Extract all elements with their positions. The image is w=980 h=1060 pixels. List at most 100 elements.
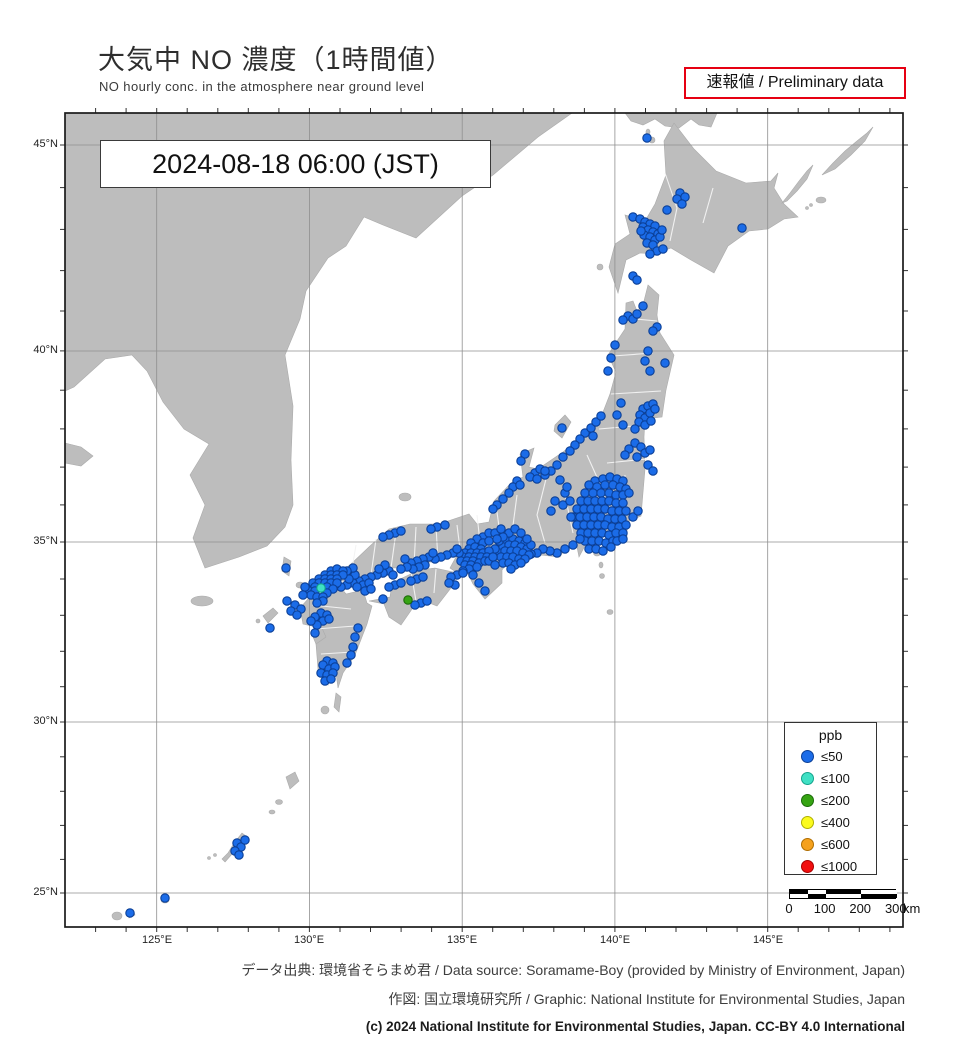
japan-map [60,108,908,932]
station-dot-blue [292,610,302,620]
lat-label: 25°N [33,886,58,898]
lat-label: 30°N [33,715,58,727]
station-dot-blue [516,456,526,466]
station-dot-blue [588,488,598,498]
station-dot-blue [737,223,747,233]
station-dot-teal [316,583,326,593]
station-dot-blue [496,524,506,534]
station-dot-blue [506,564,516,574]
station-dot-blue [400,554,410,564]
station-dot-blue [555,475,565,485]
station-dot-blue [396,578,406,588]
legend-color-dot [801,837,814,851]
footer: データ出典: 環境省そらまめ君 / Data source: Soramame-… [0,960,905,1034]
lat-label: 45°N [33,138,58,150]
station-dot-blue [125,908,135,918]
station-dots [125,133,747,918]
station-dot-blue [558,500,568,510]
scale-bar-labels: 0 100 200 300 km [785,901,920,917]
station-dot-blue [374,564,384,574]
lon-label: 145°E [752,934,784,946]
station-dot-blue [566,512,576,522]
station-dot-blue [310,628,320,638]
station-dot-blue [488,504,498,514]
map-border [64,112,904,928]
station-dot-blue [660,358,670,368]
station-dot-blue [632,452,642,462]
station-dot-blue [645,366,655,376]
station-dot-blue [610,340,620,350]
station-dot-blue [600,480,610,490]
station-dot-blue [632,275,642,285]
timestamp-box: 2024-08-18 06:00 (JST) [100,140,491,188]
station-dot-blue [324,614,334,624]
station-dot-blue [234,850,244,860]
station-dot-blue [452,544,462,554]
station-dot-blue [575,434,585,444]
station-dot-blue [440,520,450,530]
station-dot-blue [298,590,308,600]
station-dot-blue [643,346,653,356]
station-dot-blue [648,326,658,336]
station-dot-blue [265,623,275,633]
station-dot-blue [484,536,494,546]
legend-title: ppb [818,727,843,743]
station-dot-blue [546,506,556,516]
station-dot-blue [384,582,394,592]
station-dot-blue [612,410,622,420]
station-dot-blue [552,460,562,470]
station-dot-blue [306,616,316,626]
station-dot-blue [636,226,646,236]
station-dot-blue [633,506,643,516]
station-dot-blue [422,596,432,606]
scale-bar-unit: km [903,901,921,916]
station-dot-blue [348,642,358,652]
station-dot-blue [160,893,170,903]
station-dot-blue [406,576,416,586]
scale-bar-graphic [789,889,897,899]
station-dot-blue [532,474,542,484]
legend-item: ≤600 [785,833,876,855]
legend: ppb ≤50 ≤100 ≤200 ≤400 ≤600 ≤1000 [784,722,877,875]
legend-item: ≤200 [785,789,876,811]
station-dot-blue [640,356,650,366]
station-dot-blue [624,488,634,498]
station-dot-blue [570,440,580,450]
station-dot-blue [378,594,388,604]
legend-item: ≤1000 [785,855,876,877]
scale-bar-segment [825,894,862,898]
station-dot-blue [350,632,360,642]
station-dot-blue [366,584,376,594]
station-dot-blue [662,205,672,215]
legend-item-label: ≤100 [821,770,850,786]
station-dot-blue [650,404,660,414]
station-dot-blue [643,460,653,470]
station-dot-blue [282,596,292,606]
station-dot-blue [630,424,640,434]
station-dot-blue [598,546,608,556]
preliminary-data-badge: 速報値 / Preliminary data [684,67,906,99]
station-dot-blue [606,542,616,552]
station-dot-blue [560,544,570,554]
station-dot-blue [603,366,613,376]
station-dot-blue [620,450,630,460]
station-dot-blue [352,582,362,592]
station-dot-blue [558,452,568,462]
station-dot-blue [396,564,406,574]
station-dot-blue [418,572,428,582]
station-dot-blue [474,578,484,588]
station-dot-blue [522,534,532,544]
lat-label: 35°N [33,535,58,547]
legend-item-label: ≤50 [821,748,843,764]
station-dot-blue [606,353,616,363]
scale-bar-tick-label: 300 [884,901,907,916]
station-dot-blue [458,568,468,578]
station-dot-blue [550,496,560,506]
scale-bar-segment [790,894,808,898]
station-dot-blue [342,658,352,668]
station-dot-blue [658,244,668,254]
station-dot-blue [240,835,250,845]
station-dot-blue [516,528,526,538]
station-dot-blue [632,309,642,319]
station-dot-blue [480,586,490,596]
